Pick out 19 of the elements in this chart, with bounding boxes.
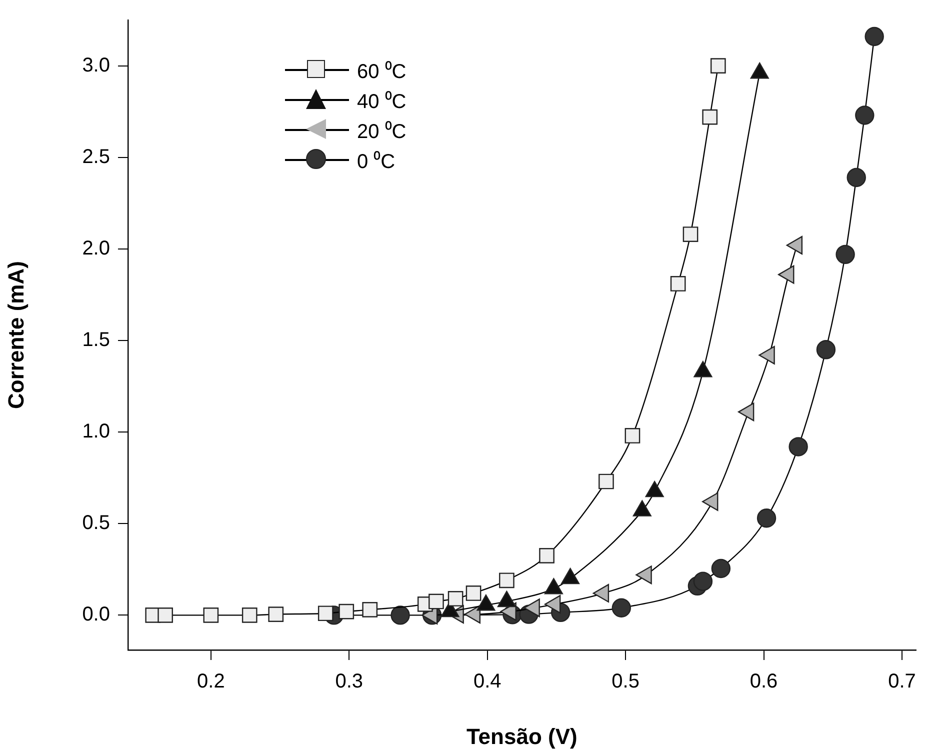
legend-label: 60 ⁰C <box>357 60 406 84</box>
legend-label: 20 ⁰C <box>357 120 406 144</box>
x-tick-label: 0.2 <box>197 670 225 693</box>
x-tick-label: 0.3 <box>335 670 364 693</box>
x-tick-label: 0.5 <box>612 670 640 693</box>
x-tick-label: 0.4 <box>473 670 502 693</box>
x-tick-label: 0.6 <box>750 670 778 693</box>
legend-label: 0 ⁰C <box>357 150 396 174</box>
y-tick-label: 1.5 <box>82 329 110 352</box>
y-tick-label: 3.0 <box>82 54 110 76</box>
y-tick-label: 2.0 <box>82 237 110 260</box>
x-tick-label: 0.7 <box>888 670 916 693</box>
y-tick-label: 2.5 <box>82 146 110 168</box>
y-tick-label: 0.5 <box>82 512 110 534</box>
legend-label: 40 ⁰C <box>357 90 406 114</box>
y-tick-label: 1.0 <box>82 420 110 443</box>
y-axis-title: Corrente (mA) <box>3 261 28 409</box>
x-axis-title: Tensão (V) <box>466 724 578 749</box>
y-tick-label: 0.0 <box>82 604 110 626</box>
